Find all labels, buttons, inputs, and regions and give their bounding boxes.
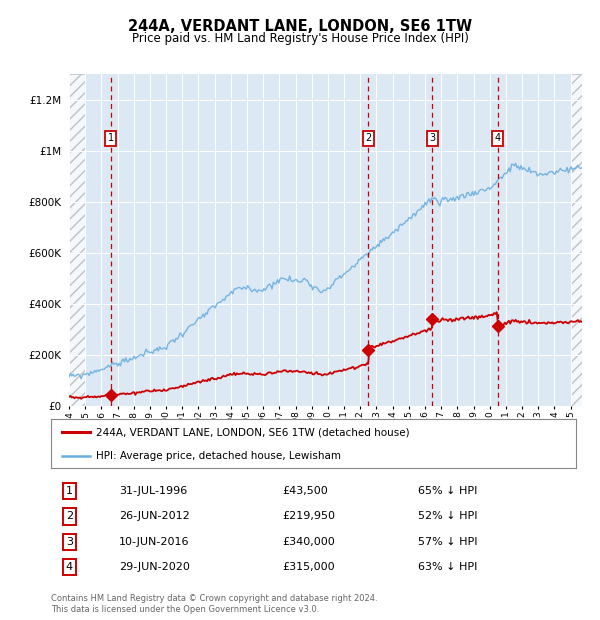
Text: £340,000: £340,000 bbox=[282, 537, 335, 547]
Text: HPI: Average price, detached house, Lewisham: HPI: Average price, detached house, Lewi… bbox=[95, 451, 341, 461]
Text: 10-JUN-2016: 10-JUN-2016 bbox=[119, 537, 190, 547]
Text: 2: 2 bbox=[365, 133, 371, 143]
Text: 63% ↓ HPI: 63% ↓ HPI bbox=[419, 562, 478, 572]
Text: £315,000: £315,000 bbox=[282, 562, 335, 572]
Text: 26-JUN-2012: 26-JUN-2012 bbox=[119, 512, 190, 521]
Text: 244A, VERDANT LANE, LONDON, SE6 1TW: 244A, VERDANT LANE, LONDON, SE6 1TW bbox=[128, 19, 472, 33]
Text: Contains HM Land Registry data © Crown copyright and database right 2024.
This d: Contains HM Land Registry data © Crown c… bbox=[51, 595, 377, 614]
Text: 31-JUL-1996: 31-JUL-1996 bbox=[119, 486, 187, 496]
Text: 4: 4 bbox=[66, 562, 73, 572]
Text: 1: 1 bbox=[107, 133, 114, 143]
Text: 3: 3 bbox=[66, 537, 73, 547]
Text: 3: 3 bbox=[429, 133, 435, 143]
Bar bbox=[69, 74, 85, 406]
Bar bbox=[571, 74, 582, 406]
Text: 57% ↓ HPI: 57% ↓ HPI bbox=[419, 537, 478, 547]
Text: 29-JUN-2020: 29-JUN-2020 bbox=[119, 562, 190, 572]
Text: £43,500: £43,500 bbox=[282, 486, 328, 496]
Text: 1: 1 bbox=[66, 486, 73, 496]
Text: 2: 2 bbox=[66, 512, 73, 521]
Text: 4: 4 bbox=[494, 133, 501, 143]
Text: 65% ↓ HPI: 65% ↓ HPI bbox=[419, 486, 478, 496]
Text: £219,950: £219,950 bbox=[282, 512, 335, 521]
Text: 52% ↓ HPI: 52% ↓ HPI bbox=[419, 512, 478, 521]
Text: Price paid vs. HM Land Registry's House Price Index (HPI): Price paid vs. HM Land Registry's House … bbox=[131, 32, 469, 45]
Text: 244A, VERDANT LANE, LONDON, SE6 1TW (detached house): 244A, VERDANT LANE, LONDON, SE6 1TW (det… bbox=[95, 427, 409, 437]
